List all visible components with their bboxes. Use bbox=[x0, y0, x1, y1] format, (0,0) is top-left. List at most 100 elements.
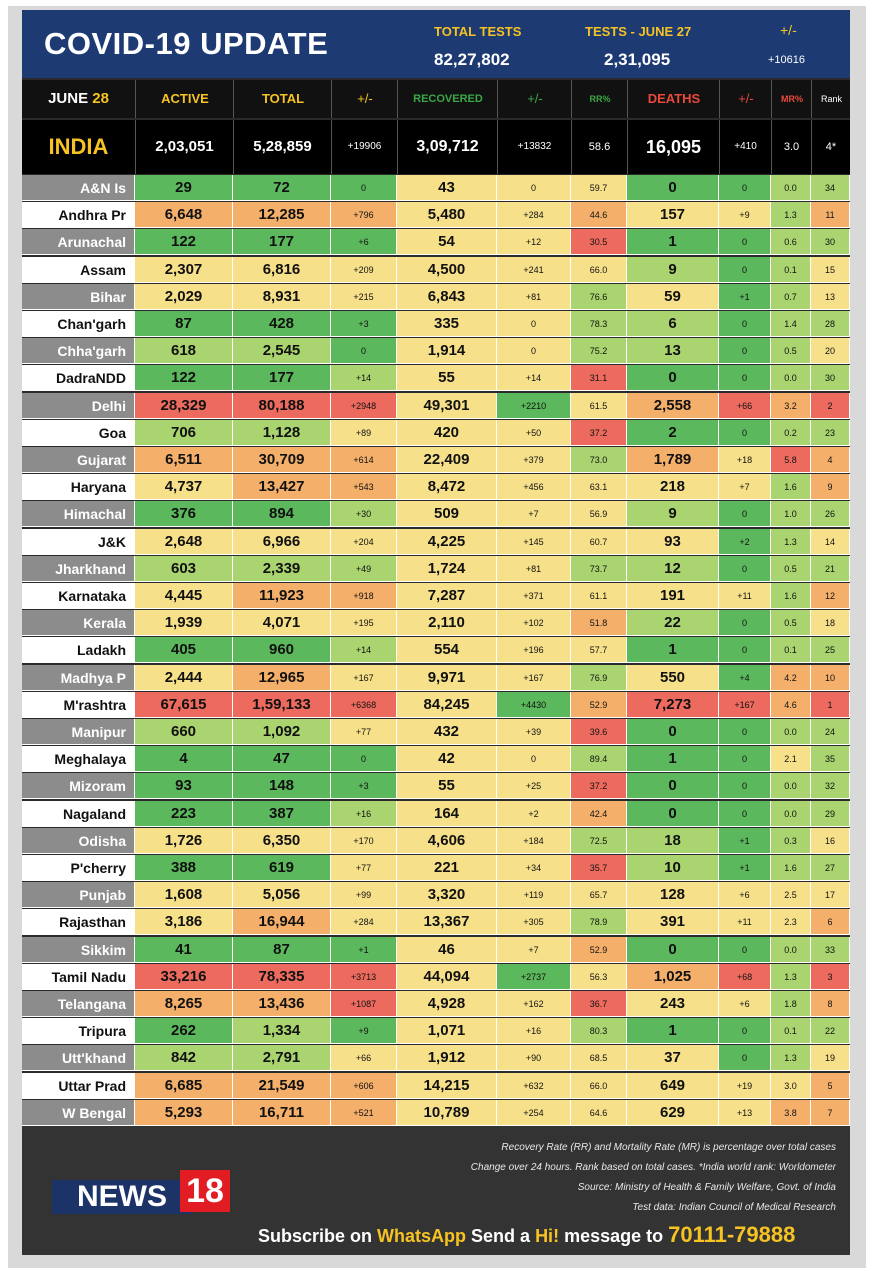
cell-active: 2,444 bbox=[135, 664, 233, 691]
cell-rank: 16 bbox=[811, 827, 850, 854]
date-header: JUNE 28 bbox=[22, 80, 135, 118]
cell-active: 3,186 bbox=[135, 909, 233, 936]
cell-total: 4,071 bbox=[233, 610, 331, 637]
table-row: Delhi 28,329 80,188 +2948 49,301 +2210 61.5 2,5… bbox=[22, 392, 850, 420]
state-name: Chha'garh bbox=[22, 338, 135, 365]
cell-rec: 49,301 bbox=[397, 392, 497, 419]
cell-rchg: +196 bbox=[497, 637, 571, 664]
state-name: Goa bbox=[22, 419, 135, 446]
cell-dchg: 0 bbox=[719, 800, 771, 827]
cell-deaths: 191 bbox=[627, 583, 719, 609]
cell-rec: 4,928 bbox=[397, 991, 497, 1017]
subscribe-text-1: Subscribe on bbox=[258, 1226, 378, 1246]
cell-active: 29 bbox=[135, 175, 233, 201]
cell-rr: 68.5 bbox=[571, 1045, 627, 1072]
whatsapp-text: WhatsApp bbox=[377, 1226, 467, 1246]
cell-total: 12,965 bbox=[233, 664, 331, 691]
cell-deaths: 629 bbox=[627, 1099, 719, 1126]
cell-chg: +204 bbox=[331, 528, 397, 555]
cell-total: 1,334 bbox=[233, 1018, 331, 1045]
table-row: A&N Is 29 72 0 43 0 59.7 0 0 0.0 34 bbox=[22, 175, 850, 202]
cell-deaths: 243 bbox=[627, 991, 719, 1017]
cell-rank: 30 bbox=[811, 229, 850, 256]
india-total-row: INDIA 2,03,051 5,28,859 +19906 3,09,712 … bbox=[22, 120, 850, 174]
state-name: J&K bbox=[22, 528, 135, 555]
cell-rchg: +162 bbox=[497, 991, 571, 1017]
cell-mr: 4.2 bbox=[771, 664, 811, 691]
cell-dchg: +7 bbox=[719, 474, 771, 501]
cell-deaths: 7,273 bbox=[627, 691, 719, 718]
cell-rec: 7,287 bbox=[397, 583, 497, 609]
cell-deaths: 157 bbox=[627, 202, 719, 229]
cell-mr: 0.0 bbox=[771, 800, 811, 827]
cell-mr: 1.6 bbox=[771, 583, 811, 609]
table-row: Andhra Pr 6,648 12,285 +796 5,480 +284 44.6 157… bbox=[22, 202, 850, 229]
cell-deaths: 0 bbox=[627, 800, 719, 827]
footnote-test-data: Test data: Indian Council of Medical Res… bbox=[632, 1202, 836, 1213]
cell-chg: +606 bbox=[331, 1072, 397, 1099]
cell-active: 2,307 bbox=[135, 256, 233, 283]
cell-rank: 17 bbox=[811, 882, 850, 909]
cell-mr: 2.1 bbox=[771, 746, 811, 773]
cell-mr: 1.8 bbox=[771, 991, 811, 1017]
cell-rec: 4,225 bbox=[397, 528, 497, 555]
cell-rec: 509 bbox=[397, 501, 497, 528]
cell-mr: 1.3 bbox=[771, 202, 811, 229]
state-name: Haryana bbox=[22, 474, 135, 501]
cell-dchg: 0 bbox=[719, 311, 771, 337]
cell-dchg: 0 bbox=[719, 746, 771, 773]
recovered-header: RECOVERED bbox=[397, 80, 498, 118]
cell-rank: 19 bbox=[811, 1045, 850, 1072]
cell-mr: 0.1 bbox=[771, 1018, 811, 1045]
india-recovered-change: +13832 bbox=[497, 120, 571, 174]
cell-dchg: +1 bbox=[719, 283, 771, 310]
state-name: M'rashtra bbox=[22, 691, 135, 718]
cell-rr: 89.4 bbox=[571, 746, 627, 773]
cell-total: 6,350 bbox=[233, 827, 331, 854]
cell-mr: 0.5 bbox=[771, 338, 811, 365]
cell-dchg: 0 bbox=[719, 610, 771, 637]
cell-active: 6,648 bbox=[135, 202, 233, 229]
table-row: Kerala 1,939 4,071 +195 2,110 +102 51.8 22 0 0.5 1… bbox=[22, 610, 850, 637]
cell-rank: 35 bbox=[811, 746, 850, 773]
cell-dchg: +9 bbox=[719, 202, 771, 229]
cell-rchg: +254 bbox=[497, 1099, 571, 1126]
tests-change-label: +/- bbox=[780, 22, 797, 38]
state-name: Uttar Prad bbox=[22, 1072, 135, 1099]
table-row: Ladakh 405 960 +14 554 +196 57.7 1 0 0.1 25 bbox=[22, 637, 850, 664]
cell-deaths: 2,558 bbox=[627, 392, 719, 419]
cell-rchg: +2210 bbox=[497, 392, 571, 419]
cell-rchg: +25 bbox=[497, 773, 571, 800]
cell-dchg: +4 bbox=[719, 664, 771, 691]
cell-active: 33,216 bbox=[135, 963, 233, 990]
cell-active: 2,029 bbox=[135, 283, 233, 310]
infographic-frame: COVID-19 UPDATE TOTAL TESTS 82,27,802 TE… bbox=[8, 6, 866, 1268]
cell-active: 8,265 bbox=[135, 991, 233, 1017]
cell-rchg: +7 bbox=[497, 936, 571, 963]
cell-active: 122 bbox=[135, 365, 233, 392]
table-row: DadraNDD 122 177 +14 55 +14 31.1 0 0 0.0 30 bbox=[22, 365, 850, 392]
cell-total: 619 bbox=[233, 855, 331, 881]
state-name: Tamil Nadu bbox=[22, 963, 135, 990]
cell-rank: 8 bbox=[811, 991, 850, 1017]
india-mr: 3.0 bbox=[771, 120, 811, 174]
cell-dchg: 0 bbox=[719, 1018, 771, 1045]
cell-dchg: 0 bbox=[719, 501, 771, 528]
cell-chg: 0 bbox=[331, 746, 397, 773]
cell-rec: 14,215 bbox=[397, 1072, 497, 1099]
cell-active: 1,939 bbox=[135, 610, 233, 637]
table-row: J&K 2,648 6,966 +204 4,225 +145 60.7 93 +2 1.3 14 bbox=[22, 528, 850, 556]
cell-rank: 34 bbox=[811, 175, 850, 201]
logo-18-badge: 18 bbox=[180, 1170, 230, 1212]
cell-rchg: 0 bbox=[497, 746, 571, 773]
india-rr: 58.6 bbox=[571, 120, 627, 174]
table-row: Sikkim 41 87 +1 46 +7 52.9 0 0 0.0 33 bbox=[22, 936, 850, 964]
cell-rr: 72.5 bbox=[571, 827, 627, 854]
table-row: Utt'khand 842 2,791 +66 1,912 +90 68.5 37 0 1.3 19 bbox=[22, 1045, 850, 1072]
table-row: Bihar 2,029 8,931 +215 6,843 +81 76.6 59 +1 0.7 13 bbox=[22, 283, 850, 311]
subscribe-text-2: Send a bbox=[466, 1226, 536, 1246]
cell-dchg: +1 bbox=[719, 827, 771, 854]
cell-rec: 164 bbox=[397, 800, 497, 827]
cell-rec: 221 bbox=[397, 855, 497, 881]
cell-mr: 0.0 bbox=[771, 936, 811, 963]
